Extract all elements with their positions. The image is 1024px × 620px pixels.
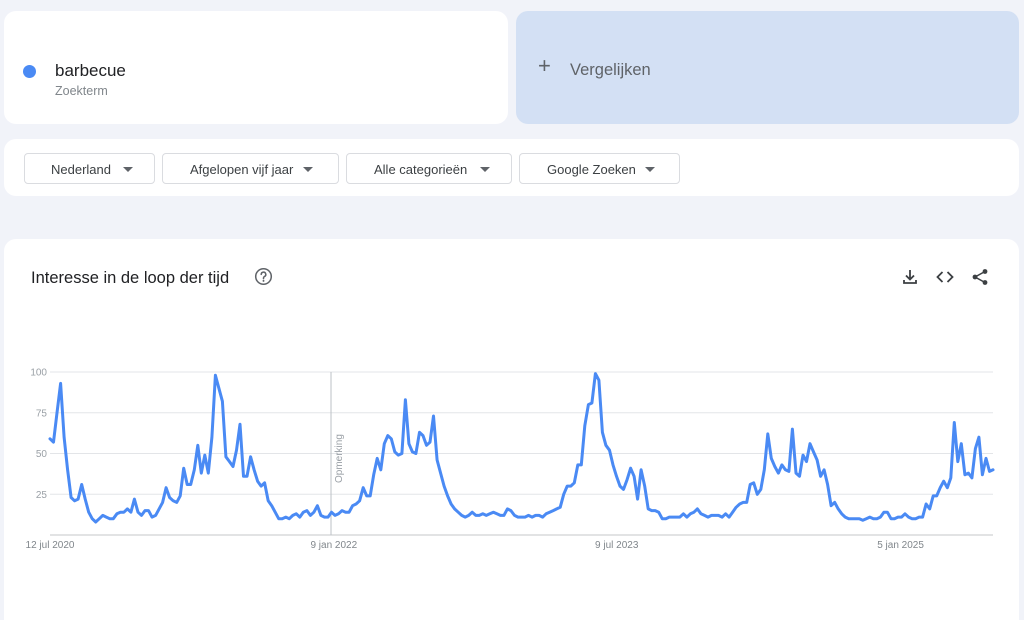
region-filter-dropdown[interactable]: Nederland xyxy=(24,153,155,184)
caret-down-icon xyxy=(645,167,655,172)
share-icon[interactable] xyxy=(970,267,990,287)
compare-label: Vergelijken xyxy=(570,61,651,79)
search-term-subtitle: Zoekterm xyxy=(55,84,108,98)
help-icon[interactable] xyxy=(254,267,273,286)
y-tick-label: 25 xyxy=(36,490,48,501)
caret-down-icon xyxy=(123,167,133,172)
interest-line-chart: 100 75 50 25 12 jul 2020 9 jan 2022 9 jul 202… xyxy=(26,368,995,551)
x-tick-label: 12 jul 2020 xyxy=(26,540,75,551)
search-type-filter-dropdown[interactable]: Google Zoeken xyxy=(519,153,680,184)
embed-icon[interactable] xyxy=(935,267,955,287)
term-color-dot xyxy=(23,65,36,78)
series-line[interactable] xyxy=(48,372,995,524)
search-term-name[interactable]: barbecue xyxy=(55,61,126,80)
search-type-filter-label: Google Zoeken xyxy=(547,162,636,177)
time-range-filter-dropdown[interactable]: Afgelopen vijf jaar xyxy=(162,153,339,184)
y-tick-label: 100 xyxy=(30,368,47,379)
x-tick-label: 9 jan 2022 xyxy=(310,540,357,551)
y-tick-label: 50 xyxy=(36,449,48,460)
filter-bar: Nederland Afgelopen vijf jaar Alle categ… xyxy=(4,139,1019,196)
caret-down-icon xyxy=(303,167,313,172)
x-tick-label: 5 jan 2025 xyxy=(877,540,924,551)
plus-icon: + xyxy=(538,53,551,78)
category-filter-dropdown[interactable]: Alle categorieën xyxy=(346,153,512,184)
time-range-filter-label: Afgelopen vijf jaar xyxy=(190,162,294,177)
annotation-label: Opmerking xyxy=(334,434,345,483)
region-filter-label: Nederland xyxy=(51,162,111,177)
download-icon[interactable] xyxy=(900,267,920,287)
interest-over-time-panel: Interesse in de loop der tijd 100 75 50 25 … xyxy=(4,239,1019,620)
y-tick-label: 75 xyxy=(36,408,48,419)
search-term-card[interactable]: barbecue Zoekterm xyxy=(4,11,508,124)
caret-down-icon xyxy=(480,167,490,172)
category-filter-label: Alle categorieën xyxy=(374,162,468,177)
compare-button[interactable]: + Vergelijken xyxy=(516,11,1019,124)
panel-title: Interesse in de loop der tijd xyxy=(31,269,230,287)
x-tick-label: 9 jul 2023 xyxy=(595,540,639,551)
